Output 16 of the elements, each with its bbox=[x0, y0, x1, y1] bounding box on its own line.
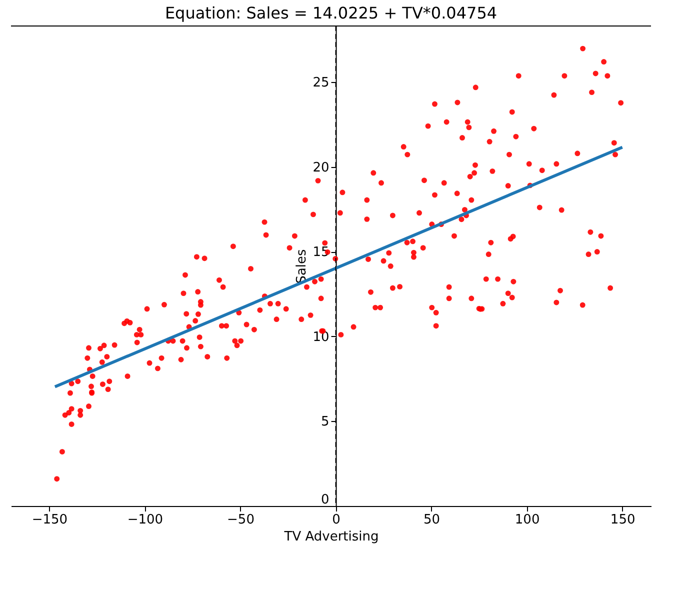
x-tick-label: 150 bbox=[610, 512, 636, 528]
y-tick-label: 20 bbox=[312, 160, 330, 176]
x-tick-label: 100 bbox=[514, 512, 540, 528]
y-axis-title: Sales bbox=[294, 248, 310, 284]
x-tick-label: 0 bbox=[332, 512, 340, 528]
y-tick-label: 5 bbox=[320, 414, 330, 430]
y-tick-label: 25 bbox=[312, 75, 330, 90]
y-tick-label: 0 bbox=[320, 492, 330, 508]
x-tick-label: 50 bbox=[424, 512, 440, 528]
chart-title: Equation: Sales = 14.0225 + TV*0.04754 bbox=[164, 4, 498, 22]
x-tick-label: −150 bbox=[32, 512, 68, 528]
x-tick-label: −50 bbox=[227, 512, 254, 528]
y-tick-label: 10 bbox=[312, 330, 330, 345]
x-tick-label: −100 bbox=[127, 512, 164, 528]
y-tick-label: 15 bbox=[312, 245, 330, 260]
x-axis-title: TV Advertising bbox=[283, 530, 379, 544]
